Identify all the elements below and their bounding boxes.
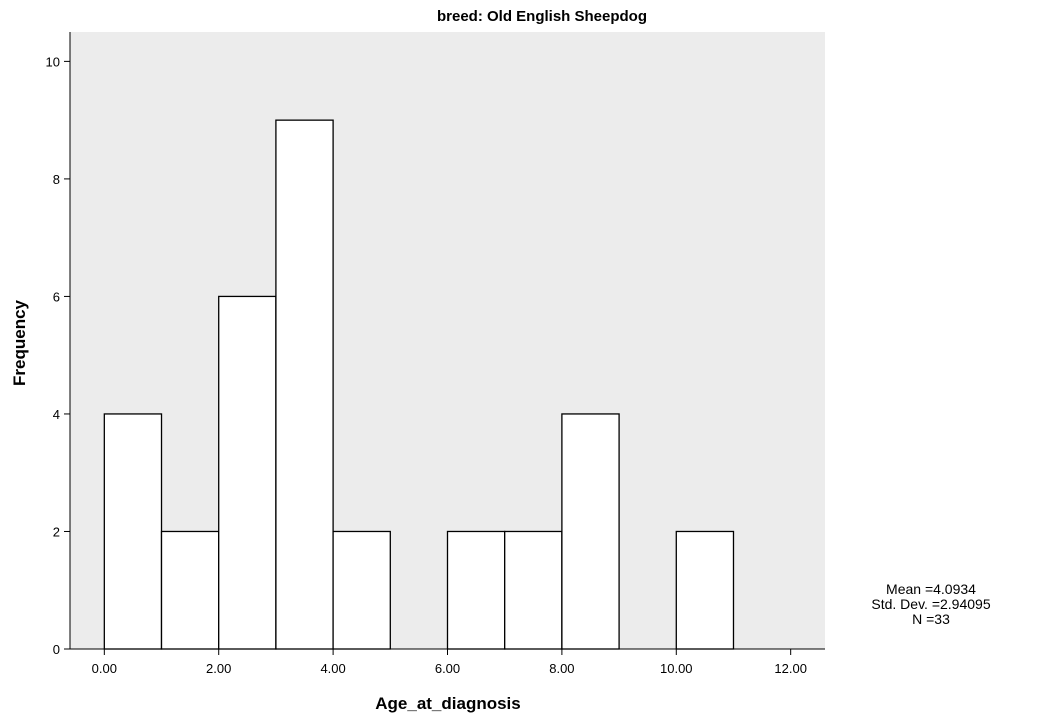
chart-title: breed: Old English Sheepdog: [437, 8, 647, 25]
n-stat: N =33: [912, 611, 950, 627]
y-tick-label: 0: [53, 642, 60, 657]
bars-group: [103, 119, 735, 650]
x-axis-label: Age_at_diagnosis: [375, 694, 521, 713]
histogram-bar-8: [561, 413, 620, 650]
x-tick-label: 8.00: [549, 661, 574, 676]
mean-stat: Mean =4.0934: [886, 581, 976, 597]
x-tick-label: 12.00: [774, 661, 807, 676]
histogram-bar-0: [103, 413, 163, 650]
y-axis-label: Frequency: [10, 299, 29, 386]
histogram-bar-10: [675, 530, 735, 650]
y-tick-label: 6: [53, 289, 60, 304]
histogram-bar-6: [446, 530, 506, 650]
y-ticks-group: 0 2 4 6 8 10: [46, 54, 70, 657]
y-tick-label: 8: [53, 172, 60, 187]
histogram-bar-2: [218, 295, 277, 650]
y-tick-label: 4: [53, 407, 60, 422]
y-tick-label: 2: [53, 524, 60, 539]
histogram-bar-4: [332, 530, 391, 650]
std-dev-stat: Std. Dev. =2.94095: [871, 596, 991, 612]
x-tick-label: 6.00: [435, 661, 460, 676]
summary-statistics: Mean =4.0934 Std. Dev. =2.94095 N =33: [841, 582, 1021, 627]
histogram-bar-7: [504, 530, 563, 650]
x-tick-label: 10.00: [660, 661, 693, 676]
y-tick-label: 10: [46, 54, 60, 69]
x-ticks-group: 0.00 2.00 4.00 6.00 8.00 10.00 12.00: [92, 649, 807, 676]
x-tick-label: 4.00: [320, 661, 345, 676]
x-tick-label: 0.00: [92, 661, 117, 676]
x-tick-label: 2.00: [206, 661, 231, 676]
histogram-bar-3: [275, 119, 334, 650]
histogram-bar-1: [160, 530, 220, 650]
